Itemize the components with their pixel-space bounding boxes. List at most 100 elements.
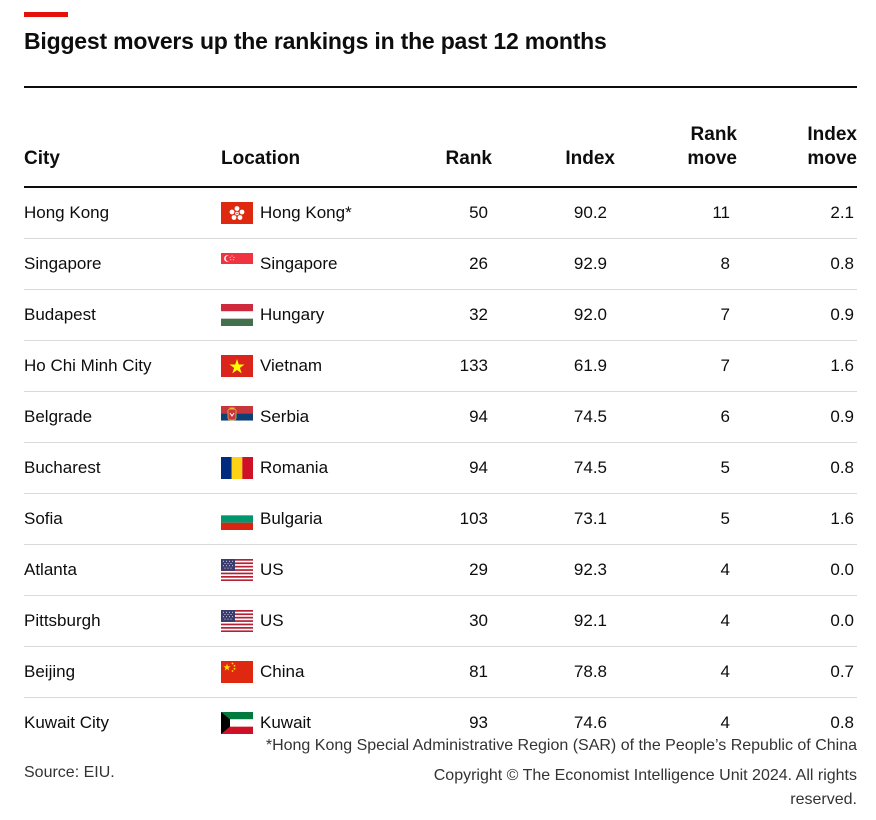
table-row: Ho Chi Minh City Vietnam 133 61.9 7 1.6 bbox=[24, 340, 857, 392]
index-cell: 92.9 bbox=[497, 238, 617, 290]
city-cell: Kuwait City bbox=[24, 713, 110, 732]
index-move-cell: 0.9 bbox=[737, 289, 857, 341]
copyright-note: Copyright © The Economist Intelligence U… bbox=[433, 767, 857, 808]
column-header-index: Index bbox=[497, 88, 617, 188]
index-cell: 78.8 bbox=[497, 646, 617, 698]
city-cell: Singapore bbox=[24, 238, 221, 290]
hong-kong-flag-icon bbox=[221, 202, 253, 224]
location-cell: Serbia bbox=[221, 391, 407, 443]
rank-cell: 103 bbox=[407, 493, 497, 545]
rank-cell: 94 bbox=[407, 391, 497, 443]
column-header-rank: Rank bbox=[407, 88, 497, 188]
rank-cell: 81 bbox=[407, 646, 497, 698]
rank-move-cell: 4 bbox=[617, 595, 737, 647]
rank-move-cell: 6 bbox=[617, 391, 737, 443]
location-cell: Hungary bbox=[221, 289, 407, 341]
index-cell: 74.5 bbox=[497, 442, 617, 494]
column-header-city: City bbox=[24, 88, 221, 188]
table-row: Singapore Singapore 26 92.9 8 0.8 bbox=[24, 238, 857, 290]
index-move-cell: 0.8 bbox=[830, 713, 854, 732]
location-label: Hungary bbox=[260, 305, 325, 324]
index-move-cell: 1.6 bbox=[737, 493, 857, 545]
bulgaria-flag-icon bbox=[221, 508, 253, 530]
table-row: Belgrade Serbia 94 74.5 6 0.9 bbox=[24, 391, 857, 443]
rank-move-cell: 8 bbox=[617, 238, 737, 290]
table-row: Budapest Hungary 32 92.0 7 0.9 bbox=[24, 289, 857, 341]
index-cell: 61.9 bbox=[497, 340, 617, 392]
rank-move-cell: 7 bbox=[617, 340, 737, 392]
index-cell: 74.5 bbox=[497, 391, 617, 443]
rank-cell: 50 bbox=[407, 187, 497, 239]
location-label: Kuwait bbox=[260, 713, 312, 732]
table-body: Hong Kong Hong Kong* 50 90.2 11 2.1 Singapore S… bbox=[24, 187, 857, 748]
rank-move-cell: 7 bbox=[617, 289, 737, 341]
table-row: Kuwait City Kuwait 93 74.6 4 0.8 bbox=[24, 698, 857, 749]
location-label: Serbia bbox=[260, 407, 310, 426]
index-move-cell: 1.6 bbox=[737, 340, 857, 392]
kuwait-flag-icon bbox=[221, 712, 253, 734]
index-move-cell: 0.7 bbox=[737, 646, 857, 698]
index-move-cell: 2.1 bbox=[737, 187, 857, 239]
index-move-cell: 0.0 bbox=[737, 595, 857, 647]
us-flag-icon bbox=[221, 559, 253, 581]
city-cell: Bucharest bbox=[24, 442, 221, 494]
chart-title: Biggest movers up the rankings in the pa… bbox=[24, 28, 607, 54]
romania-flag-icon bbox=[221, 457, 253, 479]
source-note: Source: EIU. bbox=[24, 764, 115, 781]
table-row: Sofia Bulgaria 103 73.1 5 1.6 bbox=[24, 493, 857, 545]
index-cell: 73.1 bbox=[497, 493, 617, 545]
location-cell: Singapore bbox=[221, 238, 407, 290]
city-cell: Belgrade bbox=[24, 391, 221, 443]
column-header-index-move: Index move bbox=[737, 88, 857, 188]
location-label: Singapore bbox=[260, 254, 338, 273]
city-cell: Sofia bbox=[24, 493, 221, 545]
city-cell: Ho Chi Minh City bbox=[24, 340, 221, 392]
index-move-cell: 0.9 bbox=[737, 391, 857, 443]
location-cell: US bbox=[221, 544, 407, 596]
location-cell: Vietnam bbox=[221, 340, 407, 392]
serbia-flag-icon bbox=[221, 406, 253, 428]
location-label: Vietnam bbox=[260, 356, 323, 375]
index-move-cell: 0.0 bbox=[737, 544, 857, 596]
rank-cell: 32 bbox=[407, 289, 497, 341]
header-row: City Location Rank Index Rank move Index… bbox=[24, 88, 857, 188]
rank-move-cell: 4 bbox=[720, 713, 730, 732]
location-label: Hong Kong* bbox=[260, 203, 352, 222]
rank-cell: 94 bbox=[407, 442, 497, 494]
rank-cell: 30 bbox=[407, 595, 497, 647]
location-label: China bbox=[260, 662, 305, 681]
location-label: US bbox=[260, 560, 284, 579]
index-cell: 90.2 bbox=[497, 187, 617, 239]
movers-table: City Location Rank Index Rank move Index… bbox=[24, 88, 857, 748]
index-move-cell: 0.8 bbox=[737, 442, 857, 494]
location-label: US bbox=[260, 611, 284, 630]
china-flag-icon bbox=[221, 661, 253, 683]
rank-move-cell: 5 bbox=[617, 493, 737, 545]
table-row: Atlanta US 29 92.3 4 0.0 bbox=[24, 544, 857, 596]
table-row: Pittsburgh US 30 92.1 4 0.0 bbox=[24, 595, 857, 647]
location-cell: China bbox=[221, 646, 407, 698]
index-cell: 92.1 bbox=[497, 595, 617, 647]
city-cell: Budapest bbox=[24, 289, 221, 341]
city-cell: Hong Kong bbox=[24, 187, 221, 239]
rank-cell: 29 bbox=[407, 544, 497, 596]
city-cell: Atlanta bbox=[24, 544, 221, 596]
table-row: Bucharest Romania 94 74.5 5 0.8 bbox=[24, 442, 857, 494]
rank-move-cell: 4 bbox=[617, 544, 737, 596]
us-flag-icon bbox=[221, 610, 253, 632]
rank-move-cell: 5 bbox=[617, 442, 737, 494]
location-cell: Bulgaria bbox=[221, 493, 407, 545]
rank-cell: 93 bbox=[469, 713, 488, 732]
rank-move-cell: 11 bbox=[617, 187, 737, 239]
city-cell: Beijing bbox=[24, 646, 221, 698]
singapore-flag-icon bbox=[221, 253, 253, 275]
location-cell: Kuwait bbox=[221, 698, 407, 749]
location-cell: Hong Kong* bbox=[221, 187, 407, 239]
rank-move-cell: 4 bbox=[617, 646, 737, 698]
location-cell: Romania bbox=[221, 442, 407, 494]
index-cell: 92.3 bbox=[497, 544, 617, 596]
column-header-rank-move: Rank move bbox=[617, 88, 737, 188]
footnote: *Hong Kong Special Administrative Region… bbox=[265, 737, 857, 754]
rank-cell: 26 bbox=[407, 238, 497, 290]
